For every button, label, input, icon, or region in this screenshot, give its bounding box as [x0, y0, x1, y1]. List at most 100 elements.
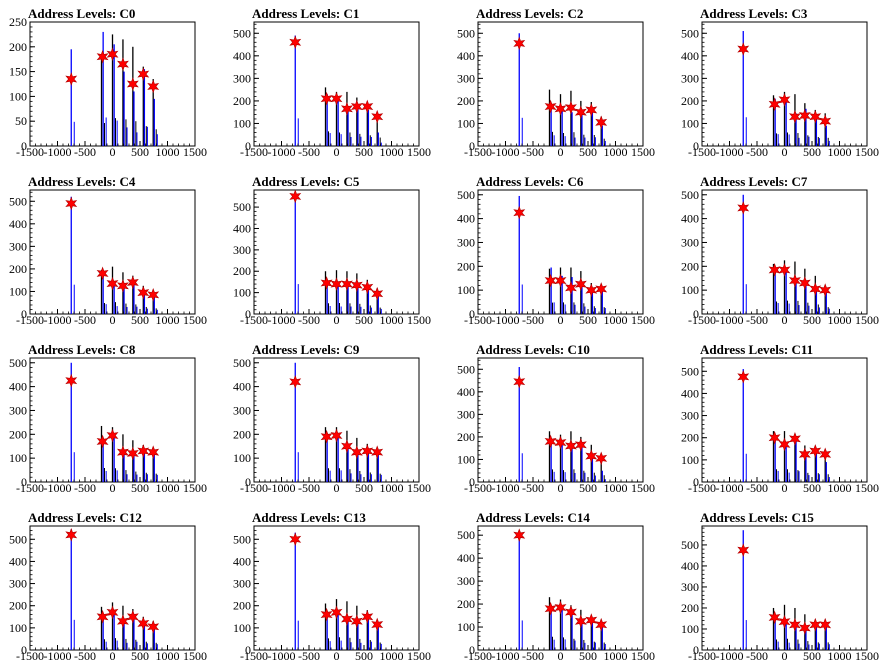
y-tick-label: 0	[21, 307, 27, 321]
y-tick-label: 200	[233, 94, 251, 108]
chart-svg: 0 100 200 300 400 500 -1500 -1000 -500 0 500 1000 15…	[9, 189, 207, 327]
y-tick-label: 400	[233, 49, 251, 63]
peak-marker	[96, 434, 109, 449]
x-tick-label: 1000	[380, 313, 404, 327]
chart-svg: 0 100 200 300 400 500 -1500 -1000 -500 0 500 1000 15…	[681, 21, 879, 159]
peak-marker	[340, 612, 353, 626]
x-tick-label: 500	[355, 313, 373, 327]
peak-marker	[585, 449, 598, 463]
x-tick-label: 1500	[631, 313, 655, 327]
y-tick-label: 300	[457, 71, 475, 85]
peak-marker	[106, 47, 119, 62]
y-tick-label: 500	[457, 528, 475, 542]
chart-title: Address Levels: C15	[700, 510, 814, 525]
y-tick-label: 200	[457, 597, 475, 611]
chart-title: Address Levels: C8	[28, 342, 136, 357]
x-tick-label: 1500	[407, 649, 431, 663]
peak-marker	[65, 373, 78, 388]
peak-marker	[137, 285, 150, 300]
x-tick-label: -500	[298, 145, 320, 159]
peak-marker	[768, 97, 781, 112]
peak-marker	[320, 429, 333, 444]
peak-marker	[350, 278, 363, 293]
x-tick-label: 1000	[156, 145, 180, 159]
y-tick-label: 300	[9, 577, 27, 591]
y-tick-label: 300	[233, 403, 251, 417]
y-tick-label: 0	[469, 139, 475, 153]
chart-title: Address Levels: C6	[476, 174, 584, 189]
peak-marker	[574, 105, 587, 120]
y-tick-label: 300	[9, 403, 27, 417]
chart-svg: 0 100 200 300 400 500 -1500 -1000 -500 0 500 1000 15…	[233, 525, 431, 663]
peak-marker	[116, 614, 129, 629]
x-tick-label: -1000	[492, 481, 520, 495]
chart-panel: Address Levels: C8 0 100 200 300 400 500 -1500-…	[0, 336, 224, 504]
peak-marker	[554, 273, 567, 288]
y-tick-label: 50	[15, 114, 27, 128]
peak-marker	[768, 610, 781, 625]
x-tick-label: 500	[355, 145, 373, 159]
x-tick-label: 0	[558, 649, 564, 663]
peak-marker	[106, 428, 119, 443]
x-tick-label: 1500	[183, 649, 207, 663]
chart-title: Address Levels: C5	[252, 174, 360, 189]
peak-marker	[126, 77, 139, 91]
peak-marker	[768, 263, 781, 277]
x-tick-label: 1000	[828, 481, 852, 495]
x-tick-label: 500	[355, 649, 373, 663]
y-tick-label: 150	[9, 65, 27, 79]
y-tick-label: 500	[681, 538, 699, 552]
x-tick-label: -1000	[44, 481, 72, 495]
y-tick-label: 200	[681, 431, 699, 445]
x-tick-label: -1000	[268, 481, 296, 495]
x-tick-label: 1000	[380, 481, 404, 495]
y-tick-label: 400	[233, 221, 251, 235]
peak-marker	[564, 100, 577, 115]
x-tick-label: 0	[782, 313, 788, 327]
y-tick-label: 100	[681, 622, 699, 636]
chart-title: Address Levels: C9	[252, 342, 360, 357]
x-tick-label: 0	[334, 649, 340, 663]
y-tick-label: 400	[457, 212, 475, 226]
chart-svg: 0 100 200 300 400 500 -1500 -1000 -500 0 500 1000 15…	[233, 189, 431, 327]
y-tick-label: 500	[9, 532, 27, 546]
peak-marker	[513, 205, 526, 220]
x-tick-label: 0	[334, 481, 340, 495]
y-tick-label: 500	[681, 364, 699, 378]
x-tick-label: -500	[74, 145, 96, 159]
x-tick-label: 500	[131, 649, 149, 663]
x-tick-label: -500	[522, 313, 544, 327]
chart-title: Address Levels: C4	[28, 174, 136, 189]
x-tick-label: -1000	[716, 313, 744, 327]
y-tick-label: 200	[233, 427, 251, 441]
y-tick-label: 200	[681, 259, 699, 273]
x-tick-label: 0	[334, 145, 340, 159]
x-tick-label: 1000	[156, 649, 180, 663]
peak-marker	[330, 91, 343, 106]
x-tick-label: 0	[110, 481, 116, 495]
peak-marker	[106, 605, 119, 620]
y-tick-label: 400	[681, 559, 699, 573]
x-tick-label: -1500	[464, 481, 492, 495]
chart-panel: Address Levels: C0 0 50 100 150 200 250 -1500 -1…	[0, 0, 224, 168]
x-tick-label: 0	[110, 313, 116, 327]
x-tick-label: 1500	[183, 313, 207, 327]
y-tick-label: 500	[457, 362, 475, 376]
y-tick-label: 200	[9, 427, 27, 441]
y-tick-label: 100	[9, 284, 27, 298]
x-tick-label: -1000	[716, 649, 744, 663]
x-tick-label: 500	[803, 649, 821, 663]
x-tick-label: -1500	[240, 145, 268, 159]
y-tick-label: 400	[681, 212, 699, 226]
x-tick-label: 1000	[380, 145, 404, 159]
y-tick-label: 200	[681, 94, 699, 108]
x-tick-label: -1000	[268, 145, 296, 159]
y-tick-label: 300	[457, 574, 475, 588]
peak-marker	[371, 109, 384, 124]
x-tick-label: 0	[334, 313, 340, 327]
peak-marker	[737, 201, 750, 215]
y-tick-label: 300	[457, 407, 475, 421]
x-tick-label: 0	[110, 145, 116, 159]
peak-marker	[96, 609, 109, 624]
peak-marker	[809, 617, 822, 632]
